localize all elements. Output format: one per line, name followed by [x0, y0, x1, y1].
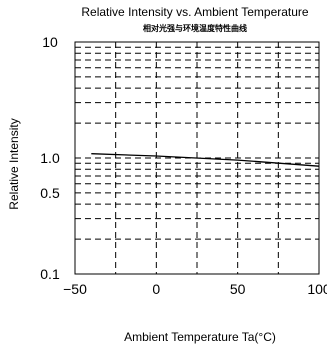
chart-subtitle: 相对光强与环境温度特性曲线 — [143, 23, 247, 33]
chart-title: Relative Intensity vs. Ambient Temperatu… — [81, 5, 309, 19]
x-tick-label: 50 — [230, 281, 246, 297]
series-lines — [91, 153, 320, 167]
plot-frame — [74, 41, 320, 275]
y-tick-label: 10 — [42, 34, 58, 50]
y-tick-label: 1.0 — [40, 150, 60, 166]
x-axis-label: Ambient Temperature Ta(°C) — [124, 330, 276, 344]
y-tick-label: 0.5 — [40, 185, 60, 201]
series-line — [91, 153, 320, 167]
y-axis-label: Relative Intensity — [7, 118, 21, 209]
y-tick-labels: 0.1 0.5 1.0 10 — [40, 34, 60, 282]
y-tick-label: 0.1 — [40, 266, 60, 282]
x-tick-label: −50 — [63, 281, 87, 297]
x-tick-label: 100 — [307, 281, 327, 297]
x-tick-label: 0 — [152, 281, 160, 297]
x-tick-labels: −50 0 50 100 — [63, 281, 327, 297]
grid-lines — [75, 42, 319, 274]
